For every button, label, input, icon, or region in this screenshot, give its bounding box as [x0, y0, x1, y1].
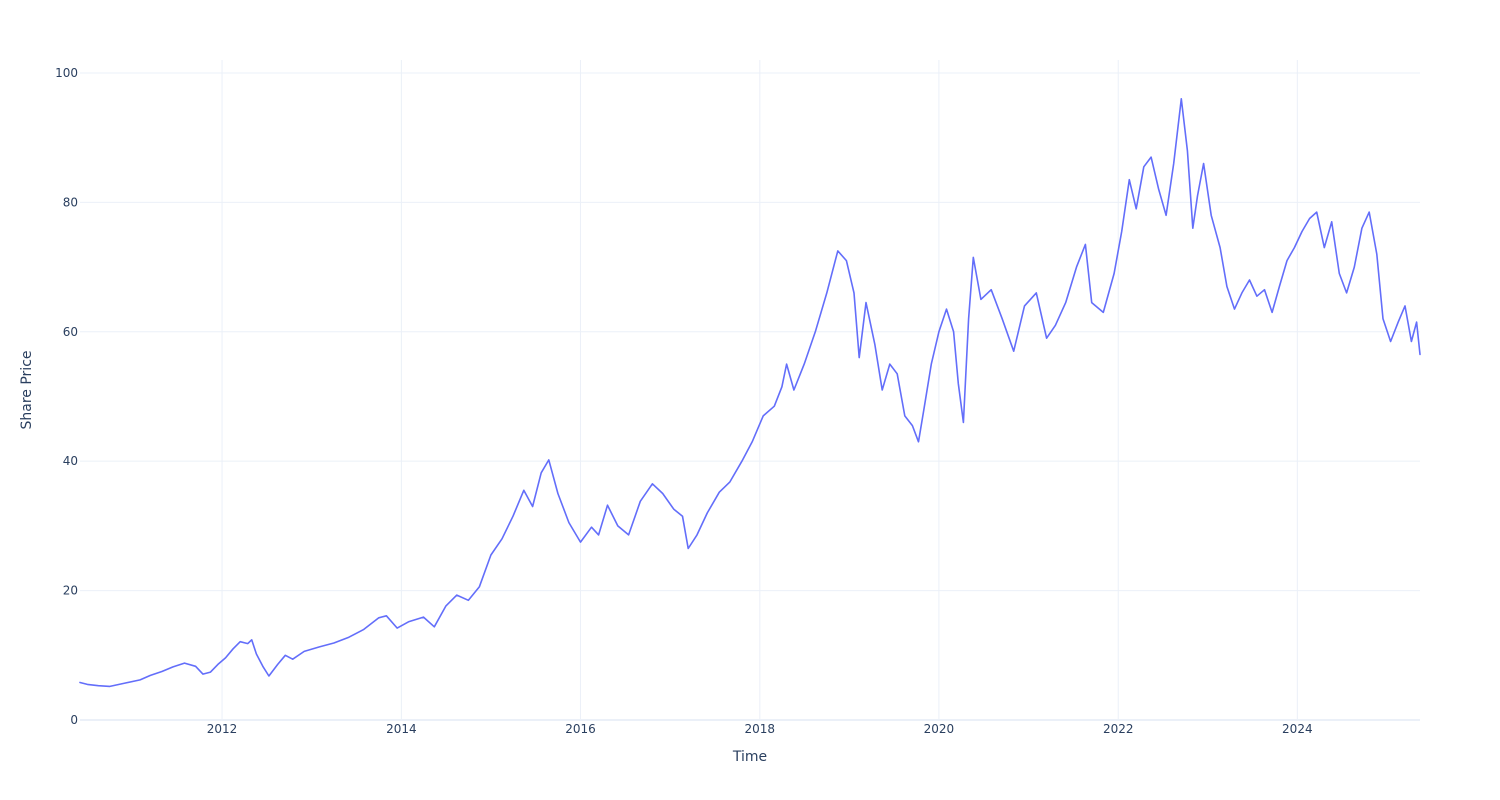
- x-tick-label: 2014: [386, 722, 417, 736]
- y-axis-ticks: 0 20 40 60 80 100: [55, 66, 78, 727]
- x-axis-ticks: 2012 2014 2016 2018 2020 2022 2024: [207, 722, 1313, 736]
- y-tick-label: 40: [63, 454, 78, 468]
- series-line: [79, 98, 1421, 688]
- y-tick-label: 20: [63, 584, 78, 598]
- y-axis-title: Share Price: [19, 350, 35, 429]
- x-tick-label: 2012: [207, 722, 238, 736]
- y-tick-label: 0: [70, 713, 78, 727]
- y-tick-label: 100: [55, 66, 78, 80]
- x-tick-label: 2020: [924, 722, 955, 736]
- y-gridlines: [80, 72, 1420, 721]
- y-tick-label: 60: [63, 325, 78, 339]
- y-tick-label: 80: [63, 195, 78, 209]
- x-tick-label: 2016: [565, 722, 596, 736]
- x-axis-title: Time: [732, 749, 767, 765]
- series-layer: [79, 98, 1421, 688]
- x-tick-label: 2018: [745, 722, 776, 736]
- x-tick-label: 2024: [1282, 722, 1313, 736]
- x-gridlines: [221, 60, 1298, 720]
- x-tick-label: 2022: [1103, 722, 1134, 736]
